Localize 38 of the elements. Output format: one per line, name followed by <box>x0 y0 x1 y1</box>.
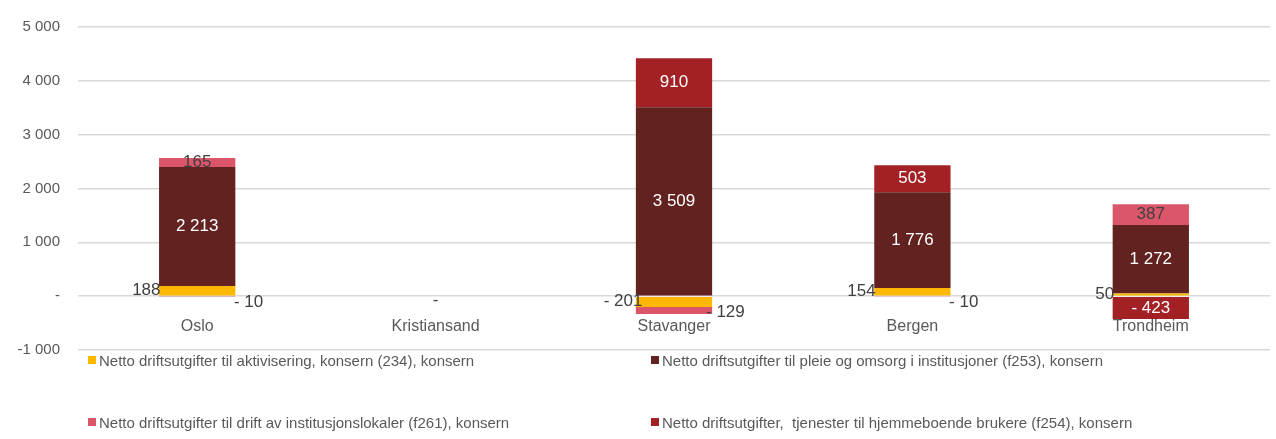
x-tick-label: Kristiansand <box>391 317 480 335</box>
data-label: 3 509 <box>652 191 696 211</box>
y-tick-label: 2 000 <box>22 178 60 196</box>
data-label: 503 <box>898 168 927 188</box>
bar <box>874 165 951 193</box>
bar <box>635 306 713 314</box>
y-tick-label: - <box>55 286 60 304</box>
y-tick-label: 3 000 <box>22 124 60 142</box>
legend-label: Netto driftsutgifter til aktivisering, konsern (234), konsern <box>99 351 475 369</box>
bar <box>874 192 951 288</box>
data-label: 1 776 <box>891 229 934 249</box>
x-tick-label: Bergen <box>886 317 939 335</box>
legend-label: Netto driftsutgifter, tjenester til hjemmeboende brukere (f254), konsern <box>662 413 1133 431</box>
data-label: - 201 <box>603 290 643 310</box>
bar <box>159 166 236 287</box>
bar <box>635 107 713 296</box>
data-label: 165 <box>183 152 212 172</box>
data-label: 2 213 <box>175 216 219 236</box>
y-tick-label: 5 000 <box>22 17 60 35</box>
x-tick-label: Oslo <box>180 317 214 335</box>
bar <box>159 286 236 296</box>
y-tick-label: 1 000 <box>22 232 60 250</box>
data-label: 1 272 <box>1129 248 1173 268</box>
data-label: - 10 <box>949 291 979 311</box>
bar <box>1112 225 1189 294</box>
x-tick-label: Trondheim <box>1112 317 1189 335</box>
y-tick-label: 4 000 <box>22 70 60 88</box>
y-tick-label: -1 000 <box>17 340 60 358</box>
data-label: 50 <box>1095 284 1115 304</box>
data-label: 387 <box>1136 204 1165 224</box>
bar <box>635 58 713 108</box>
data-label: - <box>432 289 439 309</box>
legend-label: Netto driftsutgifter til drift av institusjonslokaler (f261), konsern <box>99 413 510 431</box>
data-label: 910 <box>659 72 689 92</box>
bar <box>874 287 951 296</box>
data-label: - 10 <box>233 291 264 311</box>
legend-label: Netto driftsutgifter til pleie og omsorg i institusjoner (f253), konsern <box>662 351 1104 369</box>
data-label: - 423 <box>1131 297 1171 317</box>
